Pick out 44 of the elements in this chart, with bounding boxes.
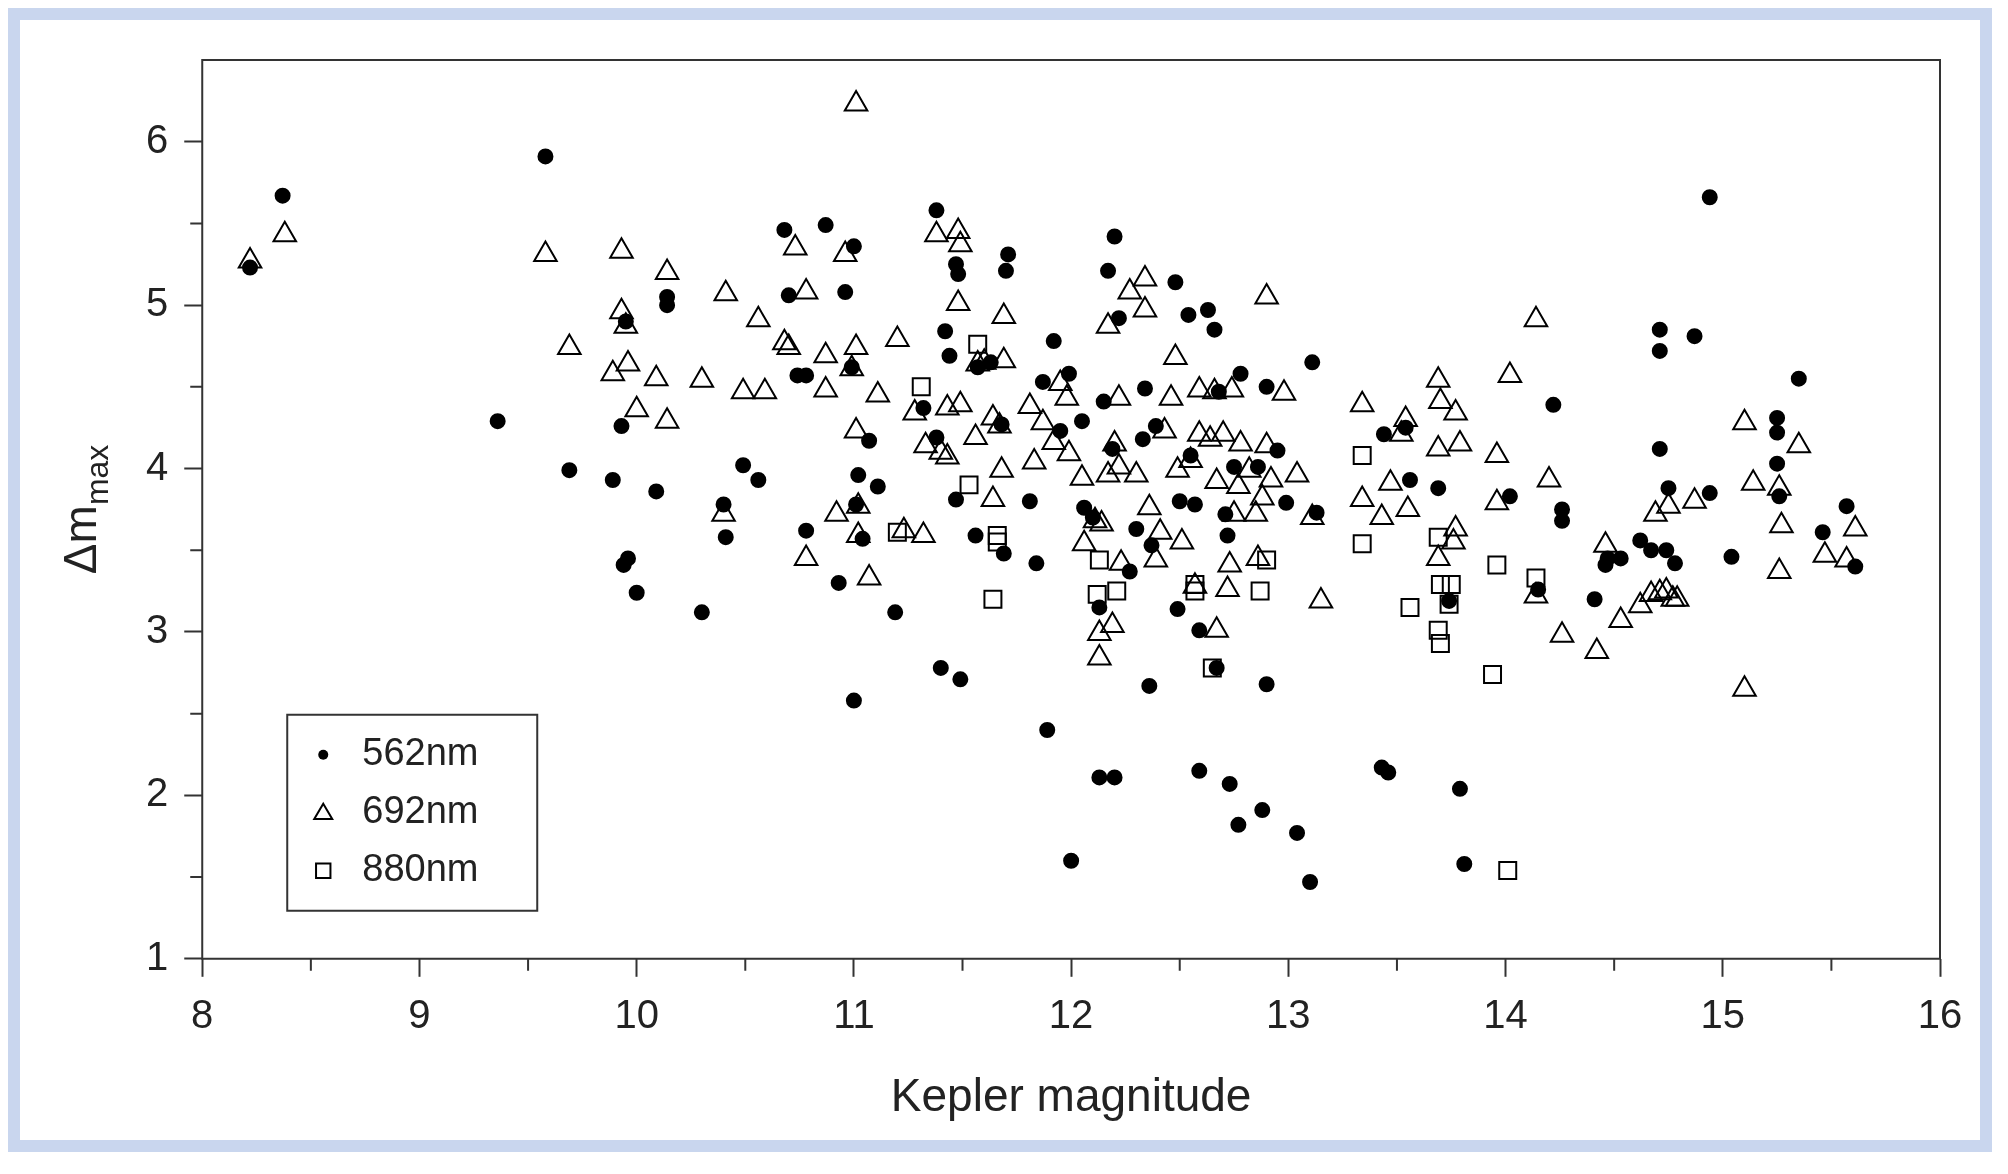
point <box>1107 581 1127 601</box>
y-tick-label: 4 <box>146 443 169 488</box>
y-tick-label: 1 <box>146 933 169 978</box>
x-tick-label: 15 <box>1700 991 1746 1036</box>
point <box>1250 581 1270 601</box>
x-tick-label: 9 <box>408 991 431 1036</box>
point <box>1428 527 1448 547</box>
x-tick-label: 16 <box>1917 991 1963 1036</box>
point <box>1089 550 1109 570</box>
point <box>983 589 1003 609</box>
point <box>987 532 1007 552</box>
y-tick-label: 3 <box>146 606 169 651</box>
y-tick-label: 2 <box>146 770 169 815</box>
x-tick-label: 11 <box>833 991 875 1036</box>
point <box>1498 861 1518 881</box>
x-tick-label: 8 <box>191 991 214 1036</box>
point <box>968 334 988 354</box>
point <box>1352 534 1372 554</box>
point <box>987 526 1007 546</box>
point <box>959 475 979 495</box>
point <box>1441 575 1461 595</box>
point <box>1087 584 1107 604</box>
legend-label: 692nm <box>362 789 479 832</box>
point <box>1483 664 1503 684</box>
point <box>1400 597 1420 617</box>
x-tick-label: 13 <box>1266 991 1311 1036</box>
x-tick-label: 14 <box>1483 991 1528 1036</box>
x-tick-label: 12 <box>1048 991 1094 1036</box>
point <box>1439 594 1459 614</box>
point <box>1352 445 1372 465</box>
y-tick-label: 5 <box>146 280 169 325</box>
point <box>1430 575 1450 595</box>
point <box>1428 620 1448 640</box>
point <box>1526 568 1546 588</box>
legend-label: 880nm <box>362 847 479 890</box>
y-tick-label: 6 <box>146 116 169 161</box>
y-axis-title: Δmmax <box>54 444 115 575</box>
point <box>1202 658 1222 678</box>
x-tick-label: 10 <box>614 991 659 1036</box>
point <box>1430 633 1450 653</box>
x-axis-title: Kepler magnitude <box>890 1069 1252 1122</box>
legend-label: 562nm <box>362 731 479 774</box>
point <box>1487 555 1507 575</box>
point <box>911 377 931 397</box>
